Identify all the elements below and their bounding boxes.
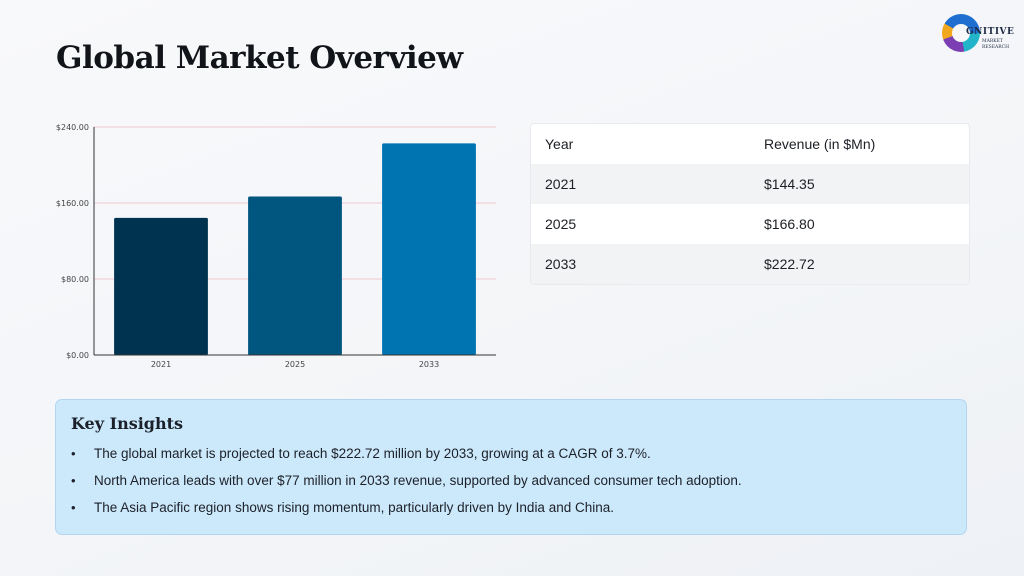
table-row: 2021 $144.35 — [531, 164, 969, 204]
table-row: 2025 $166.80 — [531, 204, 969, 244]
y-tick-label: $240.00 — [56, 123, 89, 132]
logo-subtitle: MARKET RESEARCH — [982, 39, 1009, 51]
logo-sub-line2: RESEARCH — [982, 45, 1009, 51]
insights-list: • The global market is projected to reach… — [71, 446, 742, 527]
insight-text: North America leads with over $77 millio… — [94, 473, 742, 488]
table-cell-revenue: $144.35 — [750, 176, 969, 192]
insights-title: Key Insights — [71, 414, 183, 433]
table-header-revenue: Revenue (in $Mn) — [750, 136, 969, 152]
table-row: 2033 $222.72 — [531, 244, 969, 284]
table-header-row: Year Revenue (in $Mn) — [531, 124, 969, 164]
table-header-year: Year — [531, 136, 750, 152]
brand-logo: GNITIVE MARKET RESEARCH — [940, 14, 1010, 56]
key-insights-panel: Key Insights • The global market is proje… — [55, 399, 967, 535]
insight-item: • The global market is projected to reach… — [71, 446, 742, 473]
x-tick-label: 2033 — [419, 360, 439, 369]
logo-name: GNITIVE — [966, 27, 1014, 37]
bullet-icon: • — [71, 500, 76, 515]
insight-item: • The Asia Pacific region shows rising mo… — [71, 500, 742, 527]
x-tick-label: 2025 — [285, 360, 305, 369]
table-cell-revenue: $166.80 — [750, 216, 969, 232]
bullet-icon: • — [71, 473, 76, 488]
x-tick-label: 2021 — [151, 360, 171, 369]
bar-2025 — [248, 197, 342, 355]
table-cell-revenue: $222.72 — [750, 256, 969, 272]
insight-item: • North America leads with over $77 milli… — [71, 473, 742, 500]
bullet-icon: • — [71, 446, 76, 461]
insight-text: The global market is projected to reach … — [94, 446, 651, 461]
bar-2021 — [114, 218, 208, 355]
table-cell-year: 2025 — [531, 216, 750, 232]
page-title: Global Market Overview — [56, 40, 463, 76]
revenue-bar-chart: $0.00 $80.00 $160.00 $240.00 2021 2025 2033 — [40, 110, 510, 380]
bar-2033 — [382, 143, 476, 355]
insight-text: The Asia Pacific region shows rising mom… — [94, 500, 614, 515]
table-cell-year: 2021 — [531, 176, 750, 192]
chart-svg: $0.00 $80.00 $160.00 $240.00 2021 2025 2033 — [40, 110, 510, 380]
y-tick-label: $0.00 — [66, 351, 89, 360]
revenue-table: Year Revenue (in $Mn) 2021 $144.35 2025 … — [530, 123, 970, 285]
y-tick-label: $80.00 — [61, 275, 89, 284]
y-tick-label: $160.00 — [56, 199, 89, 208]
table-cell-year: 2033 — [531, 256, 750, 272]
